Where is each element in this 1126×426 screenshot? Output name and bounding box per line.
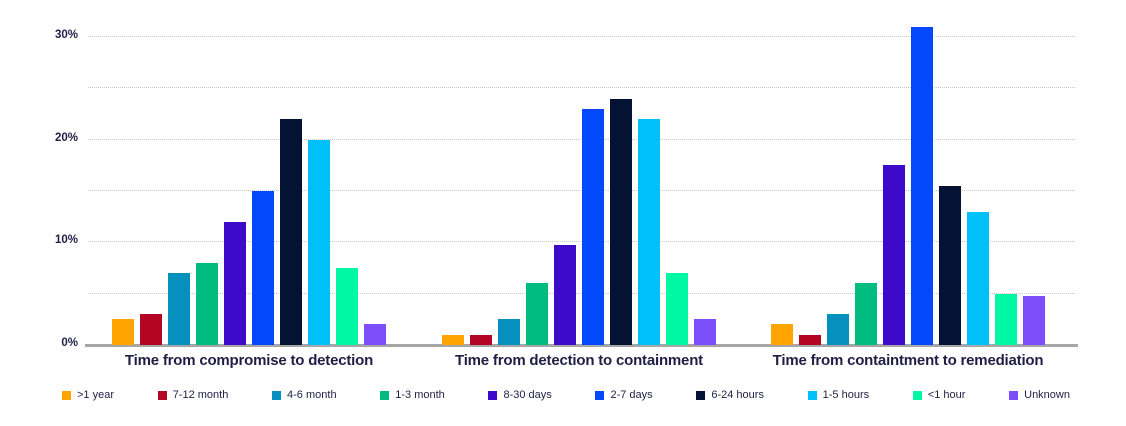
category-label: Time from compromise to detection	[124, 352, 374, 369]
gridline	[88, 87, 1075, 89]
legend-label: 1-5 hours	[822, 389, 870, 401]
bar[interactable]	[911, 26, 933, 345]
bar[interactable]	[665, 273, 688, 345]
bar[interactable]	[553, 245, 576, 345]
legend-label: Unknown	[1024, 389, 1070, 401]
x-axis-line	[85, 344, 1078, 347]
bar[interactable]	[252, 191, 274, 345]
bar[interactable]	[140, 314, 162, 345]
legend-item[interactable]: 6-24 hours	[696, 389, 764, 401]
bar[interactable]	[827, 314, 849, 345]
y-axis-tick-label: 30%	[54, 29, 78, 41]
legend-label: 4-6 month	[287, 389, 337, 401]
bar[interactable]	[967, 211, 989, 345]
bar[interactable]	[939, 185, 961, 345]
legend-item[interactable]: 8-30 days	[488, 389, 552, 401]
legend-item[interactable]: 2-7 days	[595, 389, 653, 401]
bar[interactable]	[308, 139, 330, 345]
legend: >1 year 7-12 month 4-6 month 1-3 month 8-30 …	[62, 386, 1070, 404]
bar[interactable]	[693, 319, 716, 345]
bar[interactable]	[771, 324, 793, 345]
y-axis-tick-label: 0%	[61, 337, 78, 349]
category-label: Time from containtment to remediation	[772, 352, 1044, 369]
bar[interactable]	[855, 283, 877, 345]
bar[interactable]	[883, 165, 905, 345]
plot-area	[85, 26, 1078, 347]
bar[interactable]	[995, 293, 1017, 345]
y-axis-tick-label: 20%	[54, 131, 78, 144]
legend-label: >1 year	[77, 389, 114, 401]
bar[interactable]	[609, 98, 632, 345]
gridline	[88, 36, 1075, 37]
bar[interactable]	[364, 324, 386, 345]
legend-item[interactable]: <1 hour	[912, 389, 966, 401]
legend-swatch-icon	[380, 390, 390, 400]
bar[interactable]	[799, 334, 821, 345]
bar[interactable]	[497, 319, 520, 345]
bar[interactable]	[196, 262, 218, 345]
bar[interactable]	[441, 334, 464, 345]
bar[interactable]	[581, 108, 604, 345]
legend-swatch-icon	[595, 390, 605, 400]
bar-group	[441, 15, 716, 345]
legend-label: 6-24 hours	[711, 389, 764, 401]
legend-label: 2-7 days	[610, 389, 653, 401]
legend-item[interactable]: 1-5 hours	[807, 389, 870, 401]
bar[interactable]	[224, 221, 246, 345]
legend-label: 7-12 month	[172, 389, 229, 401]
legend-label: 8-30 days	[503, 389, 552, 401]
bar-group	[771, 15, 1045, 345]
legend-swatch-icon	[696, 390, 706, 400]
legend-item[interactable]: 1-3 month	[380, 389, 445, 401]
category-label: Time from detection to containment	[455, 352, 703, 369]
legend-swatch-icon	[1009, 390, 1019, 400]
legend-label: <1 hour	[927, 389, 966, 401]
legend-item[interactable]: 4-6 month	[272, 389, 337, 401]
legend-swatch-icon	[157, 390, 167, 400]
bar[interactable]	[336, 268, 358, 345]
legend-swatch-icon	[272, 390, 282, 400]
bar[interactable]	[525, 283, 548, 345]
legend-swatch-icon	[62, 390, 71, 400]
legend-item[interactable]: >1 year	[62, 389, 114, 401]
bar[interactable]	[1023, 295, 1045, 345]
legend-swatch-icon	[807, 390, 817, 400]
legend-item[interactable]: Unknown	[1009, 389, 1070, 401]
bar[interactable]	[112, 319, 134, 345]
legend-item[interactable]: 7-12 month	[157, 389, 229, 401]
legend-label: 1-3 month	[395, 389, 445, 401]
bar[interactable]	[168, 273, 190, 345]
legend-swatch-icon	[912, 390, 922, 400]
legend-swatch-icon	[488, 390, 498, 400]
bar[interactable]	[280, 119, 302, 345]
bar[interactable]	[469, 334, 492, 345]
bar[interactable]	[637, 119, 660, 345]
y-axis-tick-label: 10%	[54, 234, 78, 247]
bar-group	[112, 15, 386, 345]
